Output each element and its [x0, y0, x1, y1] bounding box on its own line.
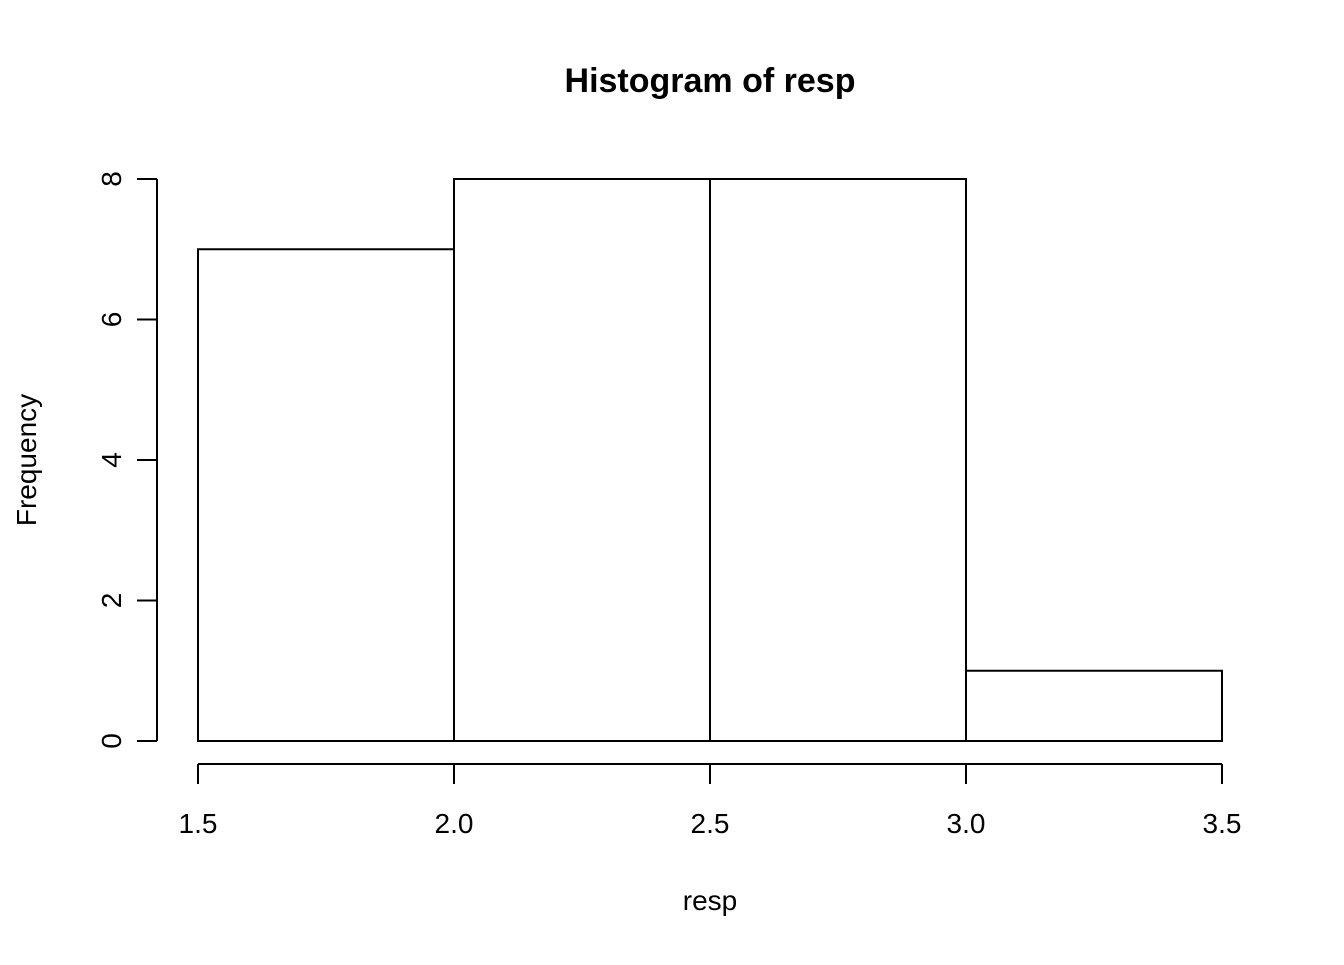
y-axis: 0 2 4 6 8	[96, 171, 158, 749]
y-tick-label: 6	[96, 312, 127, 328]
bars-group	[197, 178, 1223, 742]
y-tick-label: 2	[96, 593, 127, 609]
x-tick-label: 3.5	[1203, 808, 1242, 839]
x-tick-label: 2.5	[691, 808, 730, 839]
histogram-bar-3	[709, 178, 967, 742]
y-axis-label: Frequency	[11, 394, 42, 526]
x-tick-label: 3.0	[947, 808, 986, 839]
x-axis: 1.5 2.0 2.5 3.0 3.5	[179, 763, 1242, 839]
x-tick-label: 2.0	[435, 808, 474, 839]
x-tick-label: 1.5	[179, 808, 218, 839]
histogram-bar-1	[197, 248, 455, 742]
x-axis-label: resp	[683, 885, 737, 916]
y-tick-label: 0	[96, 733, 127, 749]
chart-title: Histogram of resp	[565, 62, 856, 100]
histogram-bar-4	[965, 669, 1223, 742]
y-tick-label: 8	[96, 171, 127, 187]
y-tick-label: 4	[96, 452, 127, 468]
histogram-bar-2	[453, 178, 711, 742]
